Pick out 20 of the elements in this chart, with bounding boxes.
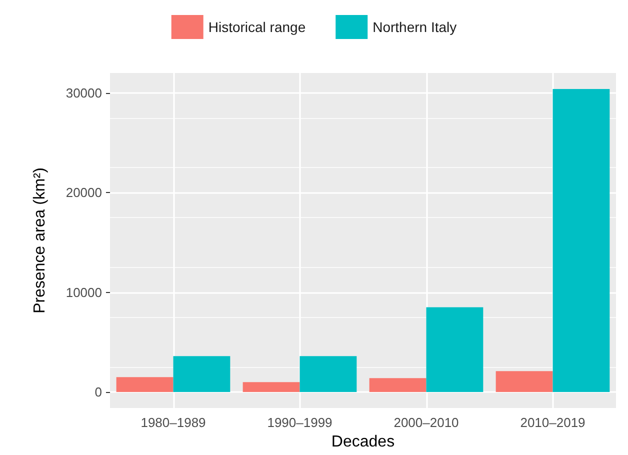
legend-label: Northern Italy	[372, 19, 457, 35]
y-tick-label: 10000	[66, 284, 102, 300]
bar	[300, 356, 357, 392]
bar	[116, 377, 174, 392]
x-tick-label: 1990–1999	[267, 415, 332, 430]
y-axis-title: Presence area (km²)	[32, 168, 48, 314]
x-tick-label: 1980–1989	[140, 415, 206, 430]
y-tick-label: 0	[94, 384, 102, 400]
y-tick-label: 30000	[66, 85, 102, 100]
bar	[242, 382, 300, 392]
x-axis-title: Decades	[331, 434, 395, 450]
bar	[173, 356, 230, 392]
bar	[552, 88, 610, 392]
bar	[369, 378, 426, 392]
legend-label: Historical range	[208, 19, 306, 35]
y-tick-label: 20000	[66, 185, 102, 200]
x-tick-label: 2000–2010	[394, 415, 459, 430]
bar	[496, 371, 553, 392]
x-tick-label: 2010–2019	[520, 415, 586, 430]
bar	[426, 307, 484, 392]
